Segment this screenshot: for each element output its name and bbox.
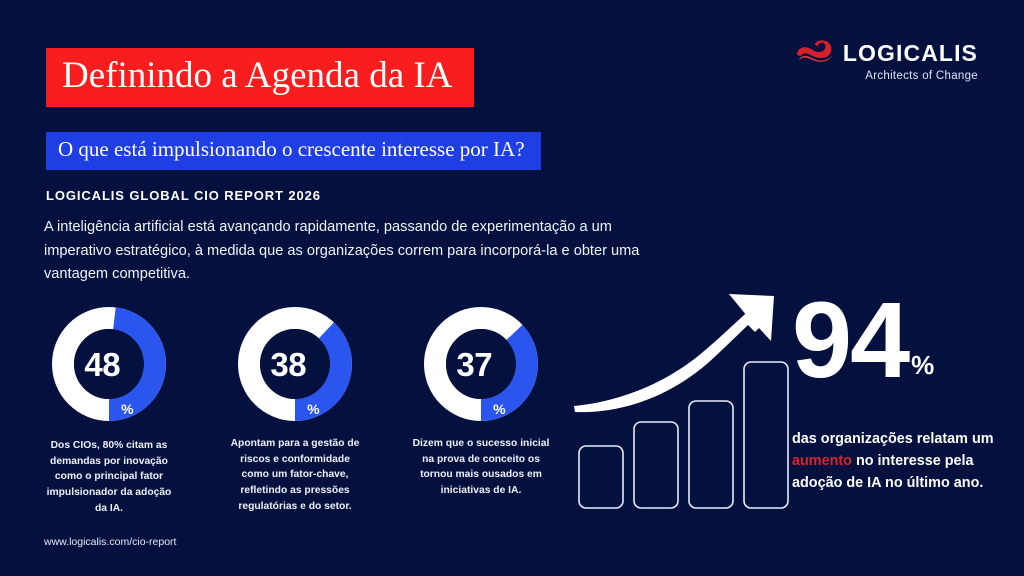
donut-caption: Dizem que o sucesso inicial na prova de … [412,438,550,496]
donut-stat-card: 37 % Dizem que o sucesso inicial na prov… [412,306,550,516]
stat-line-2-accent: aumento [792,453,852,470]
donut-center-label: 48 % [51,306,167,422]
intro-paragraph: A inteligência artificial está avançando… [44,219,640,283]
logo-row: LOGICALIS [795,40,978,66]
donut-chart-48: 48 % [51,306,167,422]
big-stat-percent-sign: % [911,349,935,380]
bar-outlines [578,361,789,509]
report-kicker: LOGICALIS GLOBAL CIO REPORT 2026 [46,188,321,203]
donut-center-label: 38 % [237,306,353,422]
stat-line-1: das organizações [792,431,913,447]
donut-chart-38: 38 % [237,306,353,422]
page-subtitle: O que está impulsionando o crescente int… [46,132,541,170]
donut-value: 48 [84,345,121,383]
report-url[interactable]: www.logicalis.com/cio-report [44,536,177,548]
donut-value: 38 [270,345,307,383]
logicalis-logo: LOGICALIS Architects of Change [795,40,978,83]
bar-2 [633,421,679,509]
donut-stats-group: 48 % Dos CIOs, 80% citam as demandas por… [40,306,550,516]
donut-value: 37 [456,345,493,383]
donut-caption: Dos CIOs, 80% citam as demandas por inov… [46,440,172,514]
big-stat-number: 94 [792,279,910,400]
stat-line-3: no interesse pela [855,453,974,470]
growth-arrow-icon [574,294,774,413]
big-stat-description: das organizações relatam um aumento no i… [792,428,1016,495]
donut-caption: Apontam para a gestão de riscos e confor… [230,438,360,512]
stat-line-2-prefix: relatam um [916,431,994,447]
stat-line-4: adoção de IA no último [792,475,950,492]
page-title: Definindo a Agenda da IA [46,48,475,107]
donut-percent-sign: % [307,401,320,417]
logo-tagline: Architects of Change [865,70,978,82]
growth-bar-chart [560,290,790,520]
donut-percent-sign: % [493,401,506,417]
donut-center-label: 37 % [423,306,539,422]
bar-1 [578,445,624,509]
stat-line-5: ano. [953,475,984,492]
logo-wordmark: LOGICALIS [842,39,978,66]
big-stat: 94 % [792,279,935,400]
bar-4 [743,361,789,509]
bar-3 [688,400,734,509]
donut-stat-card: 48 % Dos CIOs, 80% citam as demandas por… [40,306,178,516]
donut-chart-37: 37 % [423,306,539,422]
donut-percent-sign: % [121,401,134,417]
donut-stat-card: 38 % Apontam para a gestão de riscos e c… [226,306,364,516]
logicalis-wave-mark-icon [795,40,835,66]
